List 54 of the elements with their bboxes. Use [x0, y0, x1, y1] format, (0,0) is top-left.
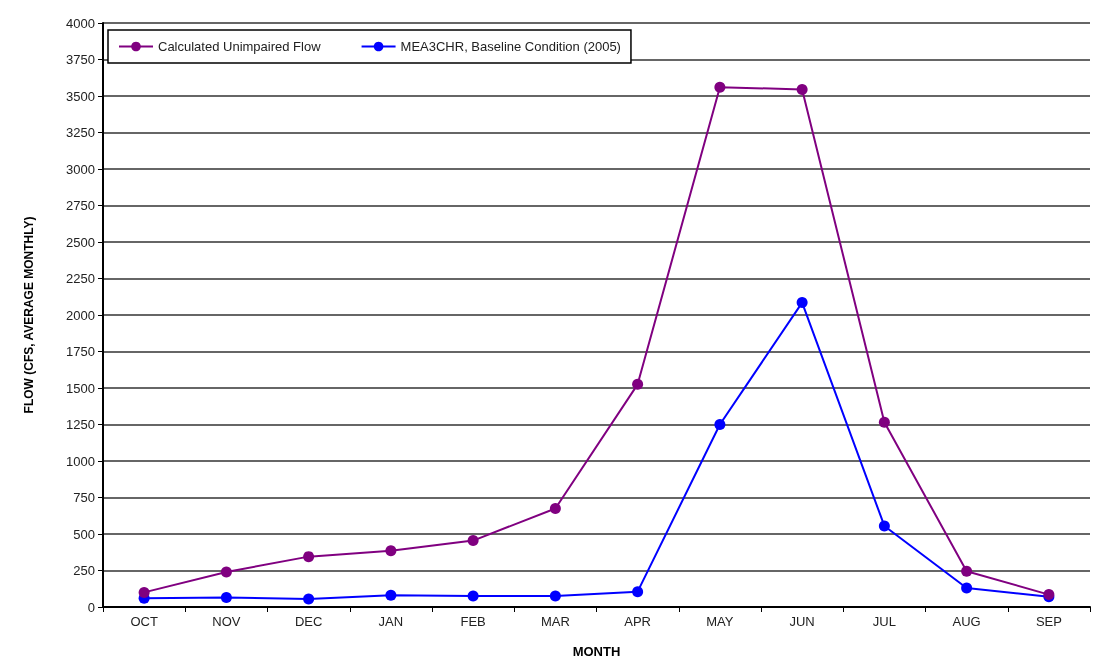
point — [714, 81, 726, 93]
y-tick-label: 2000 — [66, 307, 95, 323]
y-tick-label: 3500 — [66, 88, 95, 104]
y-tick-label: 3750 — [66, 52, 95, 67]
point — [549, 590, 561, 602]
point — [385, 545, 397, 557]
y-tick-label: 1750 — [66, 344, 95, 359]
y-tick-label: 1500 — [66, 380, 95, 396]
point — [467, 590, 479, 602]
point — [220, 592, 232, 604]
y-tick-label: 0 — [87, 599, 95, 615]
point — [961, 565, 973, 577]
point — [467, 535, 479, 547]
point — [303, 551, 315, 563]
y-tick-label: 4000 — [66, 15, 95, 31]
x-tick-label: AUG — [952, 614, 981, 629]
x-tick-label: JAN — [378, 614, 404, 629]
point — [138, 586, 150, 598]
y-tick-label: 500 — [73, 526, 95, 542]
point — [878, 416, 890, 428]
y-tick-label: 750 — [73, 490, 95, 505]
x-tick-label: DEC — [294, 614, 323, 629]
point — [878, 520, 890, 532]
point — [961, 582, 973, 594]
y-axis-title: FLOW (CFS, AVERAGE MONTHLY) — [22, 216, 36, 414]
x-tick-label: OCT — [130, 614, 158, 629]
point — [796, 297, 808, 309]
y-tick-label: 2500 — [66, 234, 95, 250]
legend-label: MEA3CHR, Baseline Condition (2005) — [400, 39, 621, 54]
point — [632, 378, 644, 390]
point — [385, 589, 397, 601]
y-tick-label: 250 — [73, 563, 95, 578]
point — [220, 566, 232, 578]
x-tick-label: FEB — [460, 614, 486, 629]
point — [303, 593, 315, 605]
x-axis-title: MONTH — [572, 644, 621, 659]
x-tick-label: MAR — [540, 614, 570, 629]
y-tick-label: 1000 — [66, 453, 95, 469]
point — [549, 502, 561, 514]
point — [796, 83, 808, 95]
x-tick-label: APR — [624, 614, 651, 629]
x-tick-label: JUN — [789, 614, 815, 629]
x-tick-label: SEP — [1035, 614, 1062, 629]
point — [632, 586, 644, 598]
x-tick-label: NOV — [212, 614, 241, 629]
x-tick-label: JUL — [872, 614, 896, 629]
y-tick-label: 2250 — [66, 271, 95, 286]
x-tick-label: MAY — [706, 614, 734, 629]
y-tick-label: 1250 — [66, 417, 95, 432]
point — [714, 419, 726, 430]
y-tick-label: 3000 — [66, 161, 95, 177]
y-tick-label: 3250 — [66, 125, 95, 140]
legend-label: Calculated Unimpaired Flow — [158, 39, 322, 54]
y-tick-label: 2750 — [66, 198, 95, 213]
